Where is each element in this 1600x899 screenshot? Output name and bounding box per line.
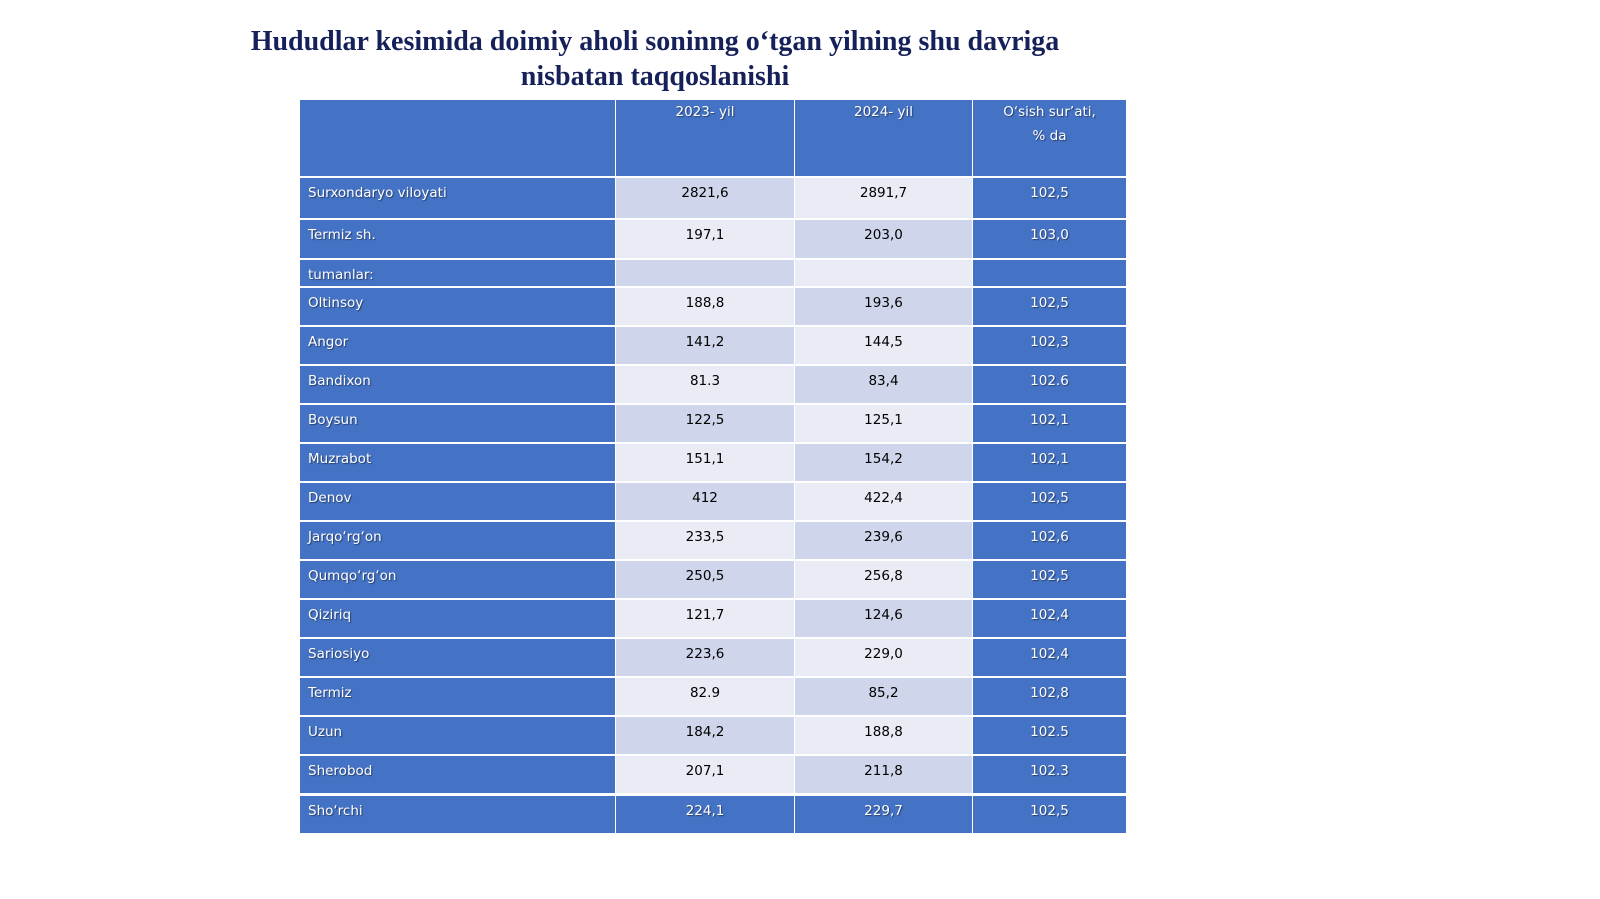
value-cell: 102.6 <box>973 366 1126 403</box>
header-cell: 2023- yil <box>616 100 794 176</box>
value-cell: 102,5 <box>973 796 1126 833</box>
empty-cell <box>795 260 972 286</box>
empty-cell <box>616 260 794 286</box>
value-cell: 184,2 <box>616 717 794 754</box>
header-cell: 2024- yil <box>795 100 972 176</box>
header-cell: O‘sish sur’ati, % da <box>973 100 1126 176</box>
empty-cell <box>973 260 1126 286</box>
row-name: Termiz <box>300 678 615 715</box>
value-cell: 121,7 <box>616 600 794 637</box>
value-cell: 229,0 <box>795 639 972 676</box>
row-name: Muzrabot <box>300 444 615 481</box>
value-cell: 223,6 <box>616 639 794 676</box>
value-cell: 102,3 <box>973 327 1126 364</box>
value-cell: 102,5 <box>973 483 1126 520</box>
row-name: Sho‘rchi <box>300 796 615 833</box>
value-cell: 193,6 <box>795 288 972 325</box>
value-cell: 233,5 <box>616 522 794 559</box>
row-name: Surxondaryo viloyati <box>300 178 615 218</box>
value-cell: 85,2 <box>795 678 972 715</box>
value-cell: 125,1 <box>795 405 972 442</box>
value-cell: 102.3 <box>973 756 1126 793</box>
value-cell: 239,6 <box>795 522 972 559</box>
value-cell: 211,8 <box>795 756 972 793</box>
row-name: Termiz sh. <box>300 220 615 258</box>
value-cell: 151,1 <box>616 444 794 481</box>
value-cell: 102,8 <box>973 678 1126 715</box>
value-cell: 224,1 <box>616 796 794 833</box>
value-cell: 102,5 <box>973 288 1126 325</box>
title: Hududlar kesimida doimiy aholi soninng o… <box>250 26 1060 92</box>
value-cell: 256,8 <box>795 561 972 598</box>
value-cell: 422,4 <box>795 483 972 520</box>
value-cell: 103,0 <box>973 220 1126 258</box>
row-name: Qiziriq <box>300 600 615 637</box>
value-cell: 154,2 <box>795 444 972 481</box>
row-name: Oltinsoy <box>300 288 615 325</box>
value-cell: 102,1 <box>973 444 1126 481</box>
value-cell: 144,5 <box>795 327 972 364</box>
value-cell: 141,2 <box>616 327 794 364</box>
row-name: Sherobod <box>300 756 615 793</box>
value-cell: 2891,7 <box>795 178 972 218</box>
value-cell: 102,4 <box>973 600 1126 637</box>
value-cell: 188,8 <box>616 288 794 325</box>
value-cell: 102,1 <box>973 405 1126 442</box>
value-cell: 203,0 <box>795 220 972 258</box>
value-cell: 122,5 <box>616 405 794 442</box>
row-name: Sariosiyo <box>300 639 615 676</box>
value-cell: 250,5 <box>616 561 794 598</box>
value-cell: 124,6 <box>795 600 972 637</box>
value-cell: 82.9 <box>616 678 794 715</box>
value-cell: 188,8 <box>795 717 972 754</box>
value-cell: 102,6 <box>973 522 1126 559</box>
row-name: Boysun <box>300 405 615 442</box>
value-cell: 2821,6 <box>616 178 794 218</box>
value-cell: 229,7 <box>795 796 972 833</box>
value-cell: 197,1 <box>616 220 794 258</box>
value-cell: 81.3 <box>616 366 794 403</box>
value-cell: 102,5 <box>973 178 1126 218</box>
row-name: Bandixon <box>300 366 615 403</box>
value-cell: 102,4 <box>973 639 1126 676</box>
row-name: tumanlar: <box>300 260 615 286</box>
row-name: Qumqo‘rg‘on <box>300 561 615 598</box>
row-name: Denov <box>300 483 615 520</box>
header-cell <box>300 100 615 176</box>
value-cell: 412 <box>616 483 794 520</box>
value-cell: 102,5 <box>973 561 1126 598</box>
value-cell: 207,1 <box>616 756 794 793</box>
row-name: Angor <box>300 327 615 364</box>
value-cell: 83,4 <box>795 366 972 403</box>
value-cell: 102.5 <box>973 717 1126 754</box>
row-name: Jarqo‘rg‘on <box>300 522 615 559</box>
row-name: Uzun <box>300 717 615 754</box>
